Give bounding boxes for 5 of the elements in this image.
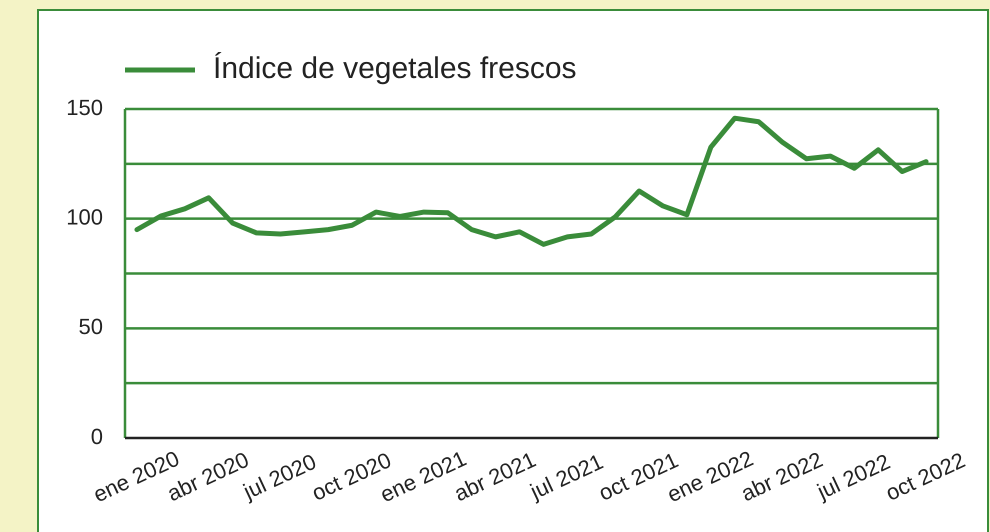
y-tick-label: 0 [90,424,103,449]
legend-label: Índice de vegetales frescos [213,50,577,85]
y-tick-label: 150 [66,94,103,120]
y-tick-label: 100 [66,204,103,230]
y-tick-label: 50 [78,314,103,340]
